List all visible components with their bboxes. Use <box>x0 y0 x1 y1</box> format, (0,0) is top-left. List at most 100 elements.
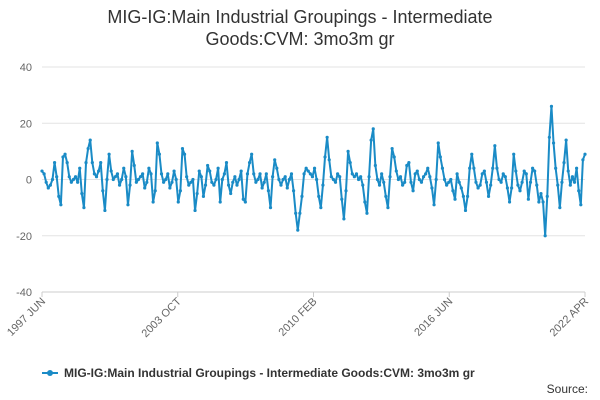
data-point <box>338 175 342 179</box>
legend-swatch-marker[interactable] <box>47 370 53 376</box>
data-point <box>403 180 407 184</box>
data-point <box>468 166 472 170</box>
data-point <box>239 169 243 173</box>
data-point <box>155 141 159 145</box>
data-point <box>172 169 176 173</box>
data-point <box>426 166 430 170</box>
source-label[interactable]: Source: <box>546 382 588 396</box>
data-point <box>247 161 252 165</box>
data-point <box>350 172 354 176</box>
data-point <box>342 217 346 221</box>
x-tick-label: 2022 APR <box>548 296 592 340</box>
data-point <box>237 177 241 182</box>
data-point <box>52 161 57 165</box>
data-point <box>159 172 164 176</box>
data-point <box>306 169 310 173</box>
data-point <box>348 161 352 165</box>
data-point <box>545 194 549 198</box>
data-point <box>65 161 69 165</box>
data-point <box>551 141 556 145</box>
data-point <box>486 194 491 198</box>
data-point <box>277 177 281 182</box>
data-point <box>289 172 294 176</box>
data-point <box>359 175 363 179</box>
data-point <box>421 175 426 179</box>
data-point <box>352 175 356 179</box>
y-tick-label: -40 <box>16 287 32 299</box>
data-point <box>367 175 371 179</box>
y-tick-label: 0 <box>26 175 32 187</box>
data-point <box>69 180 73 184</box>
data-point <box>224 161 229 165</box>
data-point <box>262 180 266 184</box>
data-point <box>61 155 65 159</box>
data-point <box>457 180 461 184</box>
data-point <box>115 172 120 176</box>
data-point <box>440 166 445 170</box>
y-tick-label: 20 <box>20 118 32 130</box>
data-point <box>317 194 321 198</box>
data-point <box>48 183 52 187</box>
data-point <box>384 194 388 198</box>
data-point <box>222 172 226 176</box>
data-point <box>512 152 516 156</box>
data-point <box>147 166 151 170</box>
data-point <box>128 183 132 187</box>
data-point <box>59 203 63 207</box>
data-point <box>141 172 145 176</box>
data-point <box>107 152 111 156</box>
data-point <box>346 149 350 153</box>
data-point <box>220 177 224 182</box>
data-point <box>323 155 327 159</box>
data-point <box>340 197 344 201</box>
data-point <box>201 194 206 198</box>
data-point <box>491 166 495 170</box>
data-point <box>113 175 117 179</box>
data-point <box>472 166 476 170</box>
data-point <box>528 180 533 184</box>
data-point <box>524 172 528 176</box>
data-point <box>111 177 115 182</box>
data-point <box>361 183 365 187</box>
data-point <box>136 177 141 182</box>
data-point <box>266 189 271 193</box>
data-point <box>390 146 394 151</box>
data-point <box>76 180 80 184</box>
x-tick-label: 2016 JUN <box>412 296 455 339</box>
data-point <box>109 169 113 173</box>
data-point <box>382 180 386 184</box>
data-point <box>405 163 409 168</box>
data-point <box>120 177 124 182</box>
data-point <box>482 169 486 173</box>
data-point <box>495 166 499 170</box>
data-point <box>344 189 348 193</box>
data-point <box>126 203 130 207</box>
data-point <box>451 189 455 193</box>
data-point <box>185 175 189 179</box>
data-point <box>233 175 237 179</box>
data-point <box>516 183 520 187</box>
data-point <box>438 155 442 159</box>
data-point <box>356 177 361 182</box>
x-tick-label: 2010 FEB <box>277 296 320 339</box>
legend[interactable]: MIG-IG:Main Industrial Groupings - Inter… <box>42 366 475 380</box>
data-point <box>44 180 48 184</box>
data-point <box>229 191 233 196</box>
data-point <box>86 146 90 151</box>
data-point <box>556 183 560 187</box>
data-point <box>287 177 291 182</box>
data-point <box>363 200 367 204</box>
data-point <box>174 177 178 182</box>
data-point <box>453 197 457 201</box>
data-point <box>101 189 105 193</box>
data-point <box>166 172 170 176</box>
data-point <box>168 186 172 190</box>
data-point <box>409 180 413 184</box>
legend-series-label[interactable]: MIG-IG:Main Industrial Groupings - Inter… <box>64 366 475 380</box>
data-point <box>149 172 153 176</box>
data-point <box>541 200 545 204</box>
data-point <box>73 175 78 179</box>
data-point <box>434 177 438 182</box>
data-point <box>42 172 46 176</box>
data-point <box>386 206 390 210</box>
